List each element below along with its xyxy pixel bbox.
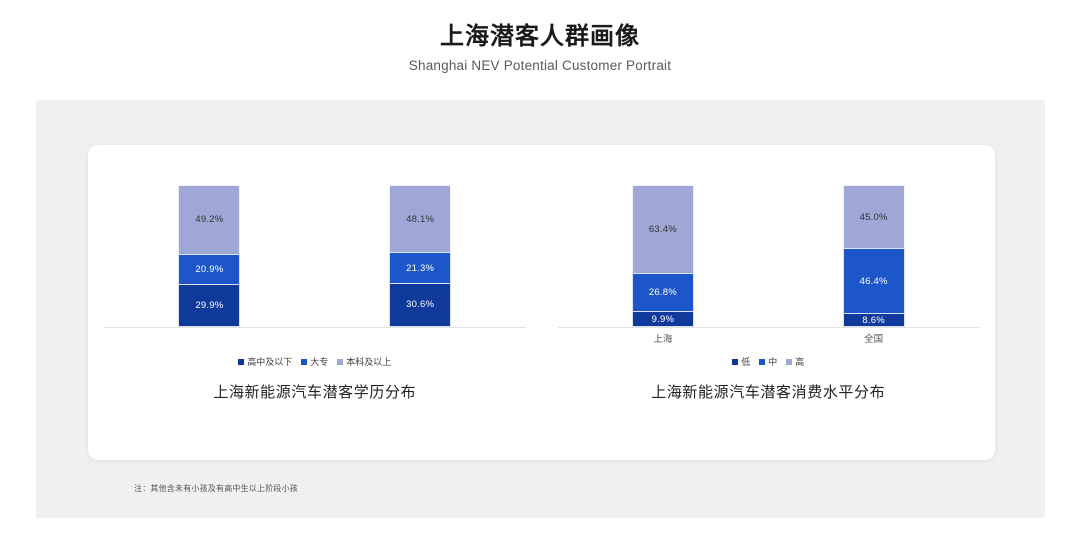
chart-caption: 上海新能源汽车潜客消费水平分布 <box>651 384 886 401</box>
legend-swatch-icon <box>337 358 344 365</box>
chart-card: 49.2% 20.9% 29.9% 48.1% 21.3% 30.6% 高中及以下 大专 本科及… <box>88 145 995 493</box>
legend-swatch-icon <box>238 358 245 365</box>
bar-segment[interactable]: 48.1% <box>389 185 452 253</box>
bar-segment[interactable]: 29.9% <box>178 283 241 327</box>
page-subtitle: Shanghai NEV Potential Customer Portrait <box>408 58 672 73</box>
legend-label: 高 <box>795 357 805 367</box>
legend-item[interactable]: 中 <box>759 355 777 368</box>
chart-caption: 上海新能源汽车潜客学历分布 <box>213 384 417 401</box>
chart-legend: 高中及以下 大专 本科及以上 <box>88 355 542 368</box>
bar-segment[interactable]: 30.6% <box>389 282 452 327</box>
bar-segment[interactable]: 49.2% <box>178 185 241 254</box>
bar-segment[interactable]: 63.4% <box>631 185 694 274</box>
stacked-bar[interactable]: 63.4% 26.8% 9.9% <box>631 185 694 327</box>
legend-label: 高中及以下 <box>247 357 293 367</box>
bar-segment[interactable]: 21.3% <box>389 252 452 283</box>
bar-segment-value: 20.9% <box>195 263 224 275</box>
stacked-bar[interactable]: 45.0% 46.4% 8.6% <box>842 185 905 327</box>
bar-segment[interactable]: 8.6% <box>842 313 905 327</box>
bar-segment[interactable]: 9.9% <box>631 311 694 327</box>
x-axis-line <box>104 327 526 328</box>
x-axis-tick-label: 上海 <box>653 334 673 345</box>
plot-area: 63.4% 26.8% 9.9% 45.0% 46.4% 8.6% <box>558 185 980 327</box>
legend-item[interactable]: 高 <box>786 355 804 368</box>
legend-item[interactable]: 大专 <box>301 355 328 368</box>
page-title: 上海潜客人群画像 <box>440 23 640 50</box>
chart-legend: 低中高 <box>542 355 996 368</box>
bar-segment-value: 46.4% <box>859 275 888 287</box>
stacked-bar[interactable]: 49.2% 20.9% 29.9% <box>178 185 241 327</box>
content-panel: 49.2% 20.9% 29.9% 48.1% 21.3% 30.6% 高中及以下 大专 本科及… <box>36 100 1045 518</box>
footnote: 注：其他含未有小孩及有高中生以上阶段小孩 <box>134 484 298 493</box>
plot-area: 49.2% 20.9% 29.9% 48.1% 21.3% 30.6% <box>104 185 526 327</box>
bar-segment-value: 45.0% <box>859 211 888 223</box>
legend-swatch-icon <box>732 358 739 365</box>
legend-label: 大专 <box>310 357 329 367</box>
legend-swatch-icon <box>786 358 793 365</box>
legend-item[interactable]: 低 <box>732 355 750 368</box>
bar-segment-value: 8.6% <box>862 314 885 326</box>
charts-row: 49.2% 20.9% 29.9% 48.1% 21.3% 30.6% 高中及以下 大专 本科及… <box>88 145 995 417</box>
legend-label: 本科及以上 <box>346 357 392 367</box>
bar-segment-value: 30.6% <box>406 299 435 311</box>
x-axis-labels: 上海 全国 <box>558 331 980 345</box>
bar-segment-value: 63.4% <box>648 224 677 236</box>
page-header: 上海潜客人群画像 Shanghai NEV Potential Customer… <box>0 0 1080 73</box>
chart-2: 63.4% 26.8% 9.9% 45.0% 46.4% 8.6% 上海 全国低 中 高上海新能源… <box>542 145 996 417</box>
bar-segment-value: 29.9% <box>195 299 224 311</box>
bar-segment-value: 21.3% <box>406 262 435 274</box>
chart-1: 49.2% 20.9% 29.9% 48.1% 21.3% 30.6% 高中及以下 大专 本科及… <box>88 145 542 417</box>
legend-swatch-icon <box>759 358 766 365</box>
bar-segment-value: 9.9% <box>651 313 675 325</box>
bar-segment-value: 49.2% <box>195 214 224 226</box>
x-axis-line <box>557 327 979 328</box>
legend-label: 低 <box>741 357 751 367</box>
legend-item[interactable]: 本科及以上 <box>337 355 391 368</box>
legend-label: 中 <box>768 357 778 367</box>
bar-segment[interactable]: 20.9% <box>178 253 241 284</box>
bar-segment-value: 26.8% <box>648 287 677 299</box>
bar-segment[interactable]: 26.8% <box>631 273 694 312</box>
bar-segment[interactable]: 46.4% <box>842 248 905 314</box>
legend-swatch-icon <box>301 358 308 365</box>
legend-item[interactable]: 高中及以下 <box>238 355 292 368</box>
x-axis-tick-label: 全国 <box>864 334 884 345</box>
stacked-bar[interactable]: 48.1% 21.3% 30.6% <box>389 185 452 327</box>
bar-segment-value: 48.1% <box>406 213 435 225</box>
bar-segment[interactable]: 45.0% <box>842 185 905 249</box>
